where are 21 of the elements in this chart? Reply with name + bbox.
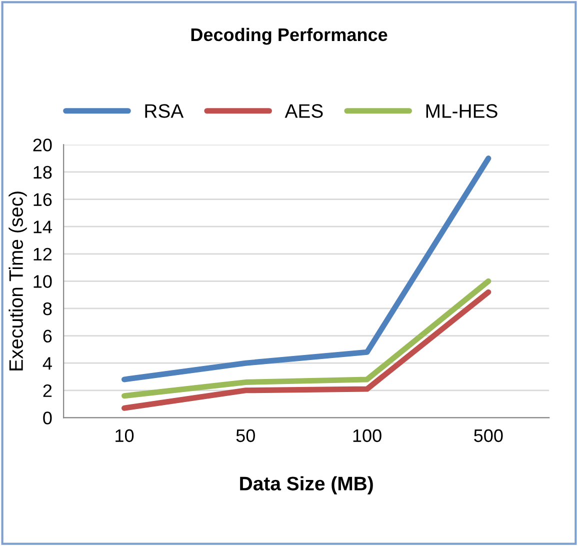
y-axis-title: Execution Time (sec) bbox=[8, 192, 27, 370]
y-tick-label: 10 bbox=[34, 275, 52, 288]
x-tick-label: 500 bbox=[474, 429, 503, 442]
y-tick-label: 6 bbox=[43, 330, 52, 343]
y-tick-label: 0 bbox=[43, 412, 52, 424]
x-tick-label: 100 bbox=[353, 429, 382, 442]
y-tick-label: 16 bbox=[34, 193, 52, 206]
y-tick-label: 2 bbox=[43, 384, 52, 397]
y-tick-label: 18 bbox=[34, 166, 52, 179]
x-axis-title: Data Size (MB) bbox=[240, 476, 373, 494]
y-tick-label: 12 bbox=[34, 248, 52, 260]
x-tick-label: 50 bbox=[236, 429, 255, 442]
y-tick-label: 20 bbox=[33, 138, 52, 152]
chart-title: Decoding Performance bbox=[191, 28, 388, 45]
legend-label: AES bbox=[284, 104, 323, 118]
legend-label: RSA bbox=[145, 104, 184, 118]
y-tick-label: 4 bbox=[42, 357, 52, 370]
y-tick-label: 14 bbox=[34, 220, 52, 234]
legend-label: ML-HES bbox=[426, 104, 498, 118]
y-tick-label: 8 bbox=[43, 302, 52, 316]
x-tick-label: 10 bbox=[116, 429, 134, 442]
